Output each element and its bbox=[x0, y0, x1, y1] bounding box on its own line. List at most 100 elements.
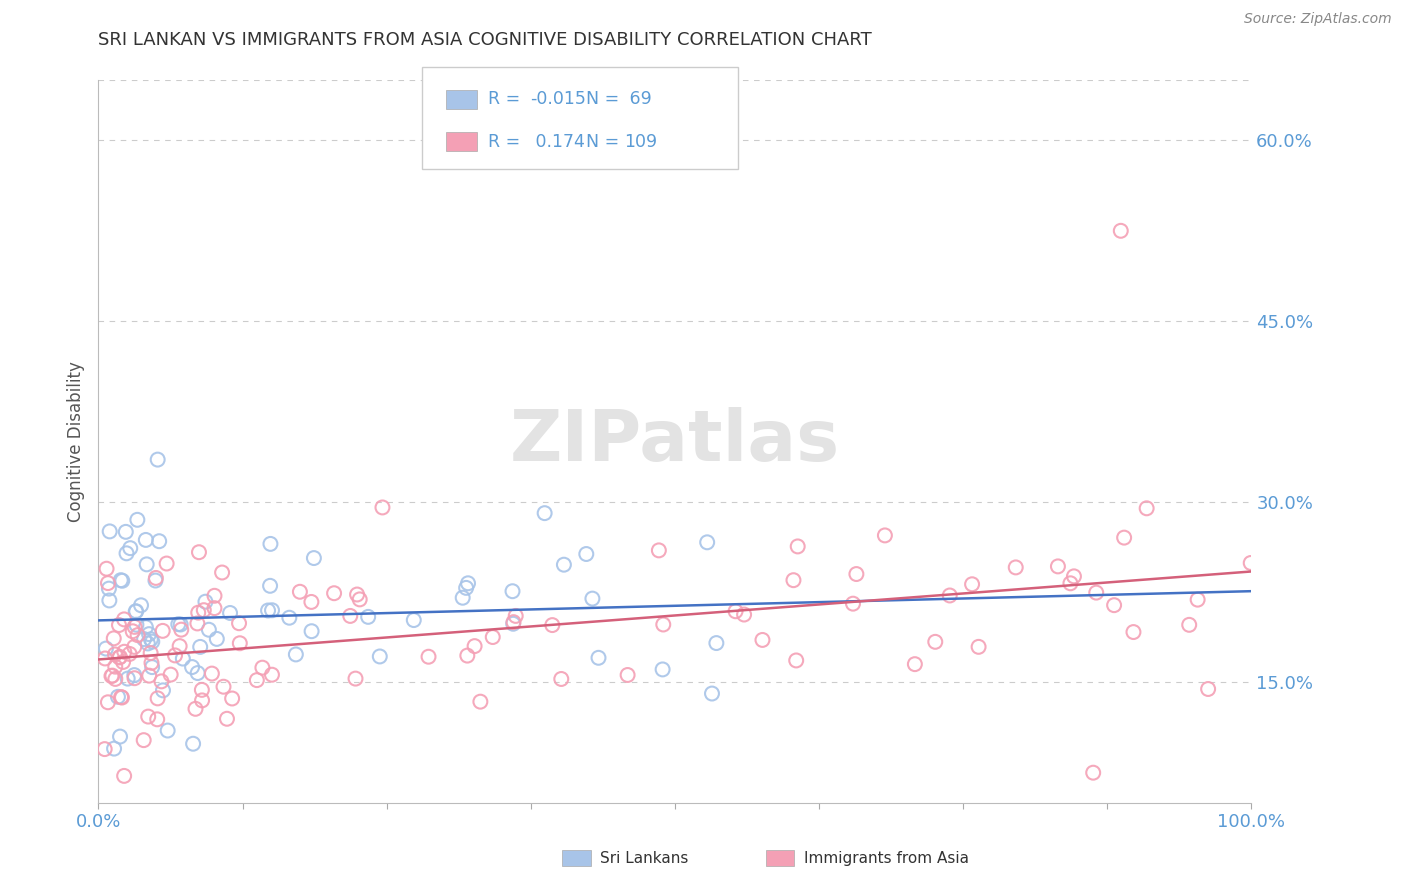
Point bbox=[1102, 598, 1125, 612]
Point bbox=[97, 582, 120, 596]
Point bbox=[451, 591, 474, 605]
Point bbox=[1187, 592, 1209, 607]
Point bbox=[1046, 559, 1069, 574]
Point bbox=[172, 651, 194, 665]
Point bbox=[260, 667, 283, 681]
Point bbox=[169, 639, 191, 653]
Point bbox=[924, 635, 946, 649]
Point bbox=[198, 623, 221, 637]
Text: N =: N = bbox=[586, 133, 626, 151]
Point bbox=[481, 630, 503, 644]
Text: N =: N = bbox=[586, 90, 626, 109]
Point bbox=[114, 524, 136, 539]
Point bbox=[706, 636, 728, 650]
Point bbox=[541, 618, 564, 632]
Point bbox=[553, 558, 575, 572]
Point bbox=[221, 691, 243, 706]
Point bbox=[188, 545, 211, 559]
Point bbox=[349, 592, 371, 607]
Point bbox=[259, 537, 281, 551]
Point bbox=[188, 640, 211, 654]
Point bbox=[184, 702, 207, 716]
Point bbox=[104, 659, 127, 673]
Point bbox=[141, 660, 163, 674]
Point bbox=[118, 647, 141, 661]
Point bbox=[125, 604, 148, 618]
Point bbox=[470, 695, 492, 709]
Point bbox=[103, 741, 125, 756]
Text: Sri Lankans: Sri Lankans bbox=[600, 851, 689, 865]
Point bbox=[136, 709, 159, 723]
Point bbox=[464, 639, 486, 653]
Point bbox=[842, 597, 865, 611]
Point bbox=[648, 543, 671, 558]
Point bbox=[138, 668, 160, 682]
Text: ZIPatlas: ZIPatlas bbox=[510, 407, 839, 476]
Text: SRI LANKAN VS IMMIGRANTS FROM ASIA COGNITIVE DISABILITY CORRELATION CHART: SRI LANKAN VS IMMIGRANTS FROM ASIA COGNI… bbox=[98, 31, 872, 49]
Point bbox=[339, 609, 361, 624]
Text: R =: R = bbox=[488, 133, 526, 151]
Point bbox=[418, 649, 440, 664]
Point bbox=[550, 672, 572, 686]
Point bbox=[146, 712, 169, 726]
Point bbox=[845, 567, 868, 582]
Point bbox=[1083, 765, 1105, 780]
Point bbox=[193, 603, 215, 617]
Point bbox=[112, 655, 135, 669]
Point bbox=[1109, 224, 1132, 238]
Point bbox=[156, 557, 179, 571]
Point bbox=[141, 656, 163, 670]
Point bbox=[186, 616, 208, 631]
Point bbox=[502, 615, 524, 629]
Point bbox=[181, 737, 204, 751]
Point bbox=[141, 634, 163, 648]
Point bbox=[368, 649, 391, 664]
Point bbox=[1136, 501, 1159, 516]
Point bbox=[652, 617, 675, 632]
Point bbox=[1197, 681, 1219, 696]
Point bbox=[252, 661, 274, 675]
Point bbox=[228, 616, 250, 631]
Point bbox=[371, 500, 394, 515]
Point bbox=[581, 591, 603, 606]
Point bbox=[1085, 585, 1108, 599]
Point bbox=[108, 650, 131, 665]
Point bbox=[125, 617, 148, 632]
Point bbox=[191, 693, 214, 707]
Point bbox=[259, 579, 281, 593]
Point bbox=[132, 733, 155, 747]
Point bbox=[170, 623, 193, 637]
Point bbox=[700, 687, 723, 701]
Point bbox=[136, 636, 159, 650]
Point bbox=[246, 673, 269, 687]
Point bbox=[139, 632, 162, 647]
Point bbox=[121, 624, 143, 639]
Point bbox=[94, 641, 117, 656]
Point bbox=[904, 657, 927, 672]
Point bbox=[181, 660, 204, 674]
Point bbox=[103, 632, 125, 646]
Point bbox=[215, 712, 238, 726]
Point bbox=[96, 562, 118, 576]
Y-axis label: Cognitive Disability: Cognitive Disability bbox=[66, 361, 84, 522]
Point bbox=[167, 617, 190, 632]
Point bbox=[1240, 556, 1263, 570]
Point bbox=[651, 662, 673, 676]
Point bbox=[278, 611, 301, 625]
Point bbox=[124, 671, 146, 685]
Point bbox=[127, 513, 149, 527]
Point bbox=[205, 632, 228, 646]
Point bbox=[873, 528, 896, 542]
Point bbox=[457, 576, 479, 591]
Point bbox=[110, 573, 132, 587]
Point bbox=[696, 535, 718, 549]
Point bbox=[786, 540, 808, 554]
Point bbox=[124, 620, 146, 634]
Point bbox=[1178, 617, 1201, 632]
Point bbox=[98, 524, 121, 539]
Point bbox=[733, 607, 755, 622]
Point bbox=[150, 674, 173, 689]
Point bbox=[100, 669, 122, 683]
Point bbox=[117, 672, 139, 686]
Point bbox=[132, 632, 155, 646]
